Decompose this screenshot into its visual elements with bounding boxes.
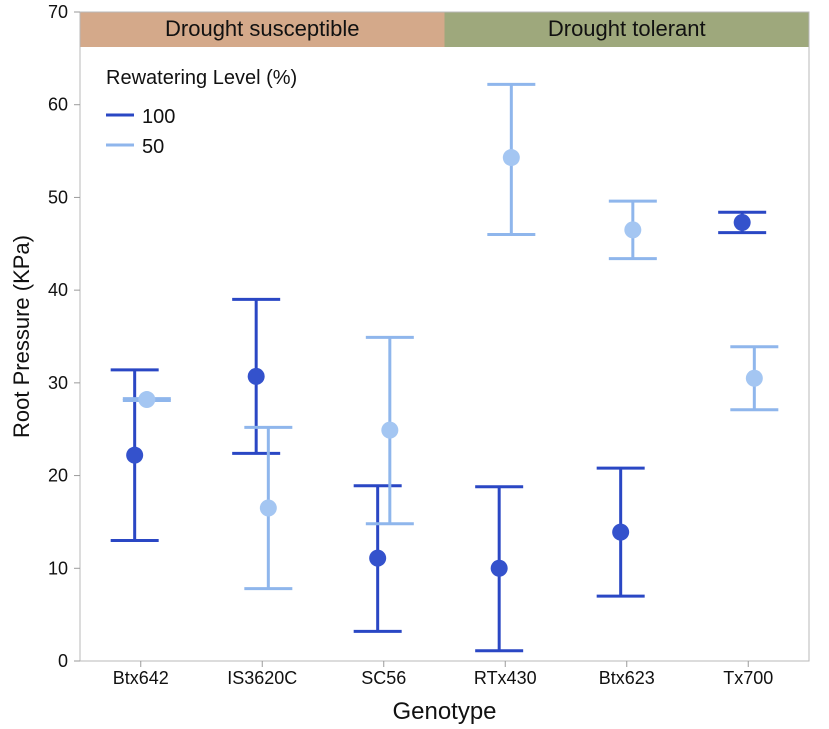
y-tick-label: 10	[48, 558, 68, 578]
point-50-is3620c	[259, 499, 277, 517]
point-50-tx700	[745, 369, 763, 387]
group-header-1	[80, 12, 445, 47]
point-100-btx623	[612, 523, 630, 541]
group-band: Drought susceptible Drought tolerant	[80, 12, 809, 47]
point-50-sc56	[381, 421, 399, 439]
legend-title: Rewatering Level (%)	[106, 67, 297, 89]
legend-label-50: 50	[142, 136, 164, 158]
point-100-rtx430	[490, 559, 508, 577]
x-tick-label-is3620c: IS3620C	[227, 668, 297, 688]
x-tick-label-btx642: Btx642	[113, 668, 169, 688]
group-label-1: Drought susceptible	[165, 16, 359, 41]
x-tick-label-sc56: SC56	[361, 668, 406, 688]
point-100-sc56	[369, 549, 387, 567]
point-100-btx642	[126, 446, 144, 464]
y-axis: 0 10 20 30 40 50 60 70	[48, 2, 80, 671]
series-50	[122, 82, 779, 591]
legend-label-100: 100	[142, 106, 175, 128]
y-tick-label: 0	[58, 651, 68, 671]
y-tick-label: 40	[48, 280, 68, 300]
group-header-2	[444, 12, 809, 47]
x-tick-label-btx623: Btx623	[599, 668, 655, 688]
group-label-2: Drought tolerant	[548, 16, 706, 41]
y-tick-label: 20	[48, 466, 68, 486]
point-100-tx700	[733, 213, 751, 231]
point-100-is3620c	[247, 367, 265, 385]
point-50-rtx430	[502, 149, 520, 167]
series-100	[110, 210, 767, 653]
y-tick-label: 30	[48, 373, 68, 393]
x-tick-label-rtx430: RTx430	[474, 668, 537, 688]
y-tick-label: 50	[48, 187, 68, 207]
x-axis: Btx642 IS3620C SC56 RTx430 Btx623 Tx700	[113, 661, 773, 688]
x-axis-label: Genotype	[392, 698, 496, 725]
legend: Rewatering Level (%) 100 50	[106, 67, 297, 158]
plot-frame	[79, 11, 810, 662]
x-tick-label-tx700: Tx700	[723, 668, 773, 688]
series-layer	[110, 82, 779, 653]
y-tick-label: 60	[48, 95, 68, 115]
y-axis-label: Root Pressure (KPa)	[9, 235, 34, 438]
y-tick-label: 70	[48, 2, 68, 22]
point-50-btx642	[138, 391, 156, 409]
point-50-btx623	[624, 221, 642, 239]
